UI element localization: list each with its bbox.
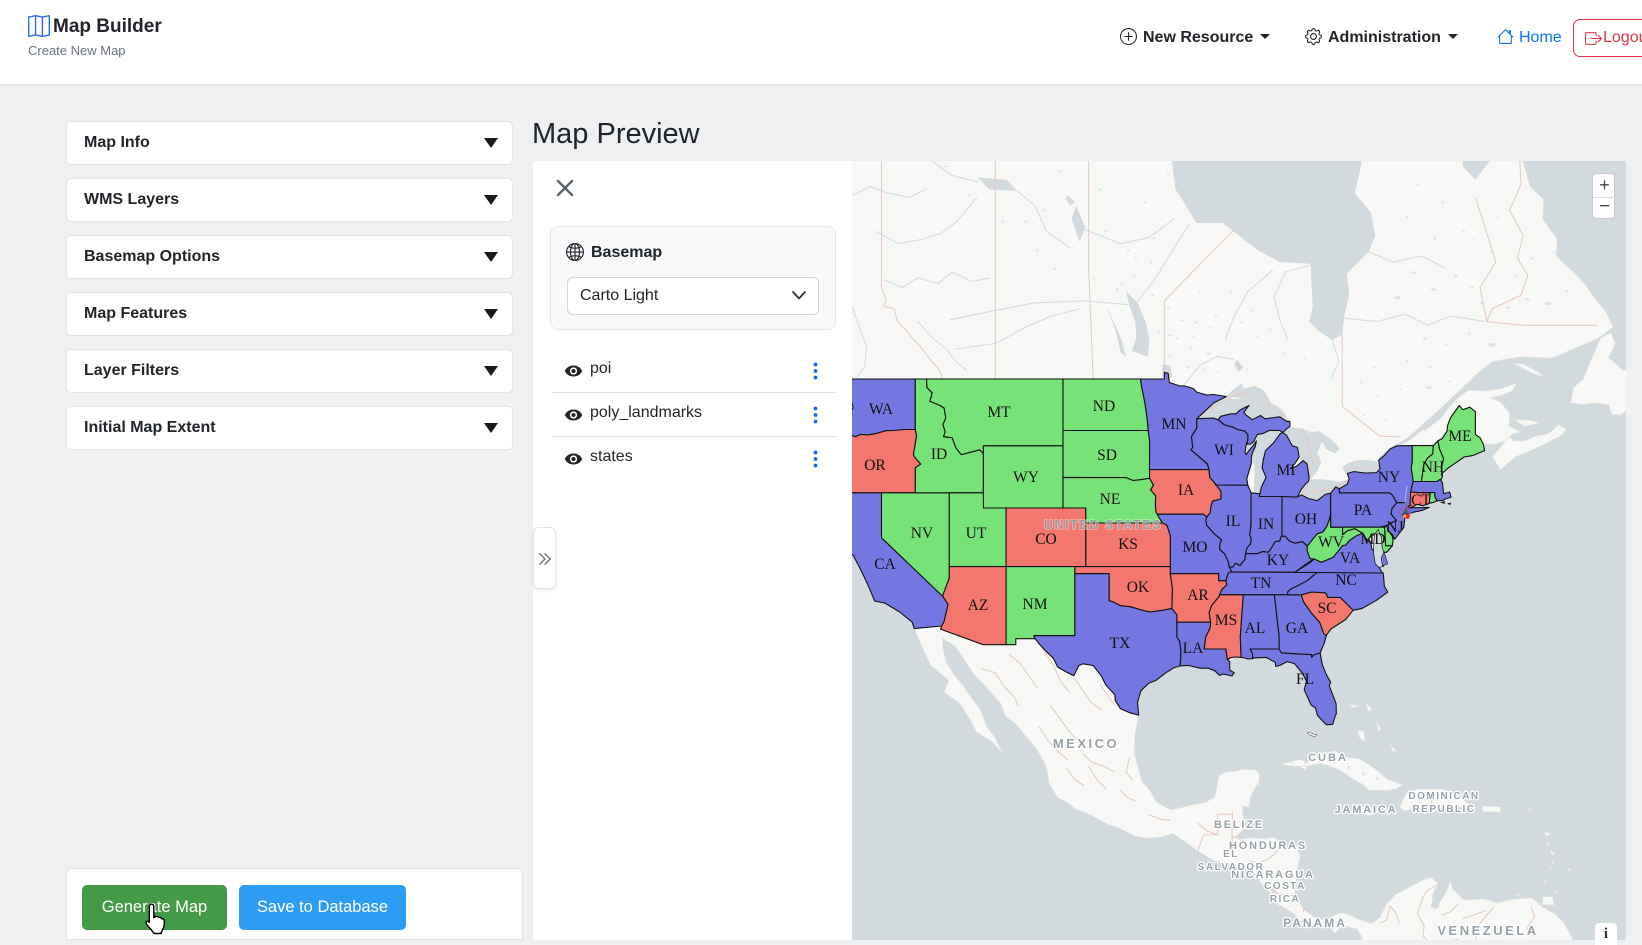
svg-text:WV: WV xyxy=(1318,534,1345,551)
svg-text:WY: WY xyxy=(1013,469,1039,486)
svg-text:AR: AR xyxy=(1187,587,1209,604)
svg-text:TN: TN xyxy=(1251,575,1272,592)
svg-text:NC: NC xyxy=(1335,572,1357,589)
svg-text:LA: LA xyxy=(1183,640,1204,657)
svg-text:OH: OH xyxy=(1295,511,1317,528)
svg-text:SD: SD xyxy=(1097,447,1117,464)
svg-text:NICARAGUA: NICARAGUA xyxy=(1231,869,1314,881)
svg-text:MT: MT xyxy=(987,404,1011,421)
svg-text:ND: ND xyxy=(1093,398,1115,415)
svg-text:MD: MD xyxy=(1361,531,1386,548)
svg-text:WA: WA xyxy=(869,401,894,418)
svg-text:VA: VA xyxy=(1340,550,1361,567)
svg-text:TX: TX xyxy=(1110,635,1131,652)
svg-text:MO: MO xyxy=(1183,539,1208,556)
svg-text:DOMINICAN: DOMINICAN xyxy=(1408,791,1479,802)
svg-text:UT: UT xyxy=(966,525,987,542)
svg-text:MN: MN xyxy=(1162,416,1187,433)
svg-text:JAMAICA: JAMAICA xyxy=(1335,804,1398,816)
svg-text:AL: AL xyxy=(1245,620,1266,637)
svg-text:NV: NV xyxy=(911,525,934,542)
svg-text:IA: IA xyxy=(1178,482,1195,499)
svg-text:UNITED STATES: UNITED STATES xyxy=(1044,518,1162,532)
svg-text:IN: IN xyxy=(1258,516,1274,533)
svg-text:ME: ME xyxy=(1448,428,1471,445)
svg-text:MEXICO: MEXICO xyxy=(1053,736,1119,751)
svg-text:NJ: NJ xyxy=(1386,519,1403,536)
svg-text:KY: KY xyxy=(1267,552,1289,569)
svg-text:EL: EL xyxy=(1223,849,1239,860)
svg-text:SC: SC xyxy=(1318,600,1337,617)
svg-text:NE: NE xyxy=(1100,491,1121,508)
svg-text:ID: ID xyxy=(931,446,947,463)
svg-text:PA: PA xyxy=(1354,502,1373,519)
svg-text:PANAMA: PANAMA xyxy=(1283,916,1347,930)
svg-text:KS: KS xyxy=(1118,536,1138,553)
svg-text:SALVADOR: SALVADOR xyxy=(1198,862,1265,873)
svg-text:MS: MS xyxy=(1215,612,1237,629)
svg-text:BELIZE: BELIZE xyxy=(1214,819,1264,831)
svg-text:NH: NH xyxy=(1422,459,1444,476)
svg-text:MI: MI xyxy=(1277,462,1296,479)
svg-text:AZ: AZ xyxy=(968,597,989,614)
svg-text:WI: WI xyxy=(1214,442,1234,459)
svg-text:GA: GA xyxy=(1286,620,1309,637)
svg-text:OR: OR xyxy=(864,457,886,474)
svg-text:HONDURAS: HONDURAS xyxy=(1229,840,1307,852)
svg-text:RICA: RICA xyxy=(1270,894,1300,905)
svg-text:CT: CT xyxy=(1411,492,1431,509)
svg-text:CUBA: CUBA xyxy=(1308,752,1348,764)
svg-text:OK: OK xyxy=(1127,579,1150,596)
svg-text:IL: IL xyxy=(1226,513,1241,530)
svg-text:FL: FL xyxy=(1296,671,1314,688)
svg-text:CO: CO xyxy=(1035,531,1057,548)
svg-text:NY: NY xyxy=(1378,469,1400,486)
svg-text:COSTA: COSTA xyxy=(1264,881,1306,892)
svg-text:VENEZUELA: VENEZUELA xyxy=(1437,923,1538,938)
svg-text:REPUBLIC: REPUBLIC xyxy=(1412,804,1475,815)
svg-text:NM: NM xyxy=(1023,596,1048,613)
svg-text:CA: CA xyxy=(874,556,896,573)
